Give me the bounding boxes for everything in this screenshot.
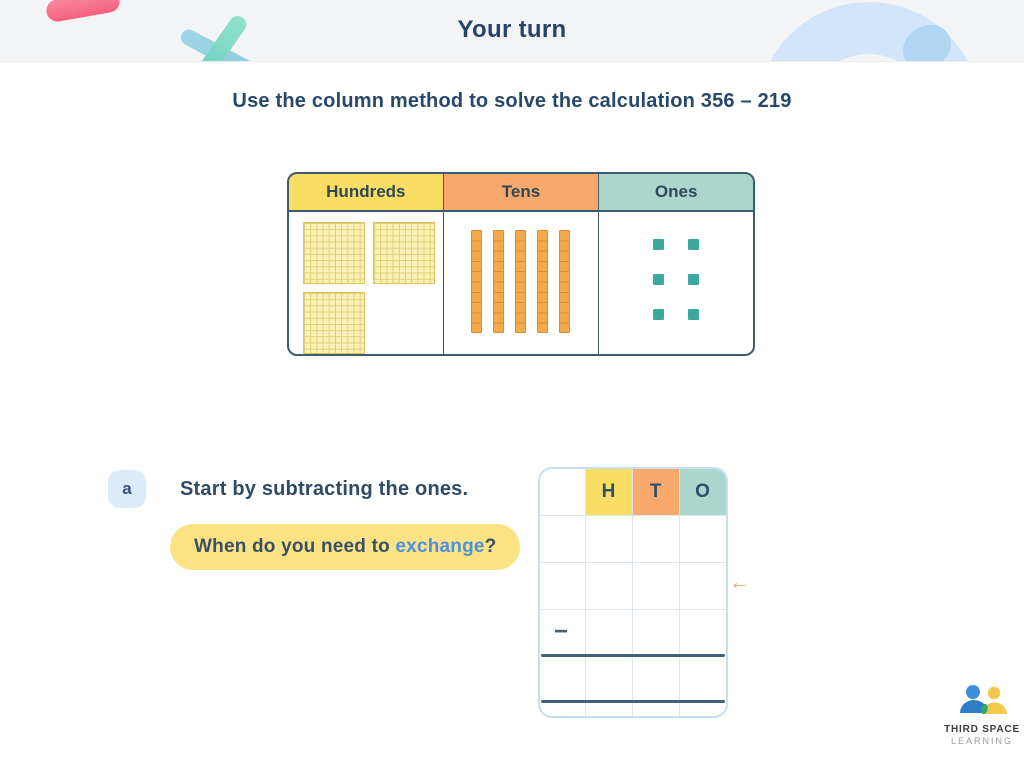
ones-blocks — [653, 239, 700, 321]
row-pointer-arrow-icon: ← — [729, 571, 750, 594]
one-cube — [653, 239, 665, 251]
minus-operator: − — [554, 618, 569, 645]
hundreds-blocks — [303, 221, 437, 354]
cm-header-o: O — [679, 469, 726, 515]
hundred-square — [373, 221, 435, 284]
cm-gridline — [679, 469, 680, 716]
cm-gridline — [540, 515, 726, 516]
place-value-table: Hundreds Tens Ones — [287, 172, 755, 356]
ten-rod — [559, 229, 571, 333]
one-cube — [653, 274, 665, 286]
column-method-grid[interactable]: H T O − — [538, 467, 728, 718]
pv-cell-hundreds — [289, 211, 443, 354]
hint-pill: When do you need to exchange? — [170, 524, 521, 570]
ten-rod — [515, 229, 527, 333]
question-badge: a — [108, 470, 146, 508]
pv-cell-tens — [444, 211, 598, 354]
cm-gridline — [632, 469, 633, 716]
page-title: Your turn — [457, 16, 567, 43]
one-cube — [688, 274, 700, 286]
cm-header-h: H — [585, 469, 632, 515]
cm-gridline — [540, 609, 726, 610]
ten-rod — [471, 229, 483, 333]
one-cube — [688, 239, 700, 251]
ten-rod — [493, 229, 505, 333]
cm-gridline — [540, 562, 726, 563]
ones-blocks-wrap — [599, 212, 753, 355]
pv-header-tens: Tens — [444, 174, 598, 210]
one-cube — [688, 309, 700, 321]
pv-cell-ones — [599, 211, 753, 355]
hint-prefix: When do you need to — [194, 536, 396, 557]
tens-blocks — [444, 229, 598, 333]
third-space-learning-logo: THIRD SPACE LEARNING — [943, 684, 1021, 746]
hundred-square — [303, 221, 365, 284]
pv-header-hundreds: Hundreds — [289, 174, 443, 210]
question-prompt: Start by subtracting the ones. — [180, 478, 469, 500]
hundred-square — [303, 291, 365, 354]
cm-answer-line-top — [541, 654, 725, 657]
hint-exchange-link[interactable]: exchange — [395, 536, 485, 557]
logo-people-icon — [960, 685, 1007, 715]
pv-header-ones: Ones — [599, 174, 753, 210]
one-cube — [653, 309, 665, 321]
logo-text-line2: LEARNING — [950, 736, 1013, 746]
instruction-text: Use the column method to solve the calcu… — [232, 90, 792, 112]
logo-text-line1: THIRD SPACE — [944, 724, 1020, 735]
header-band: Your turn — [0, 0, 1024, 62]
hint-suffix: ? — [484, 536, 497, 557]
ten-rod — [537, 229, 549, 333]
cm-gridline — [585, 469, 586, 716]
cm-header-t: T — [632, 469, 679, 515]
cm-answer-line-bottom — [541, 700, 725, 703]
